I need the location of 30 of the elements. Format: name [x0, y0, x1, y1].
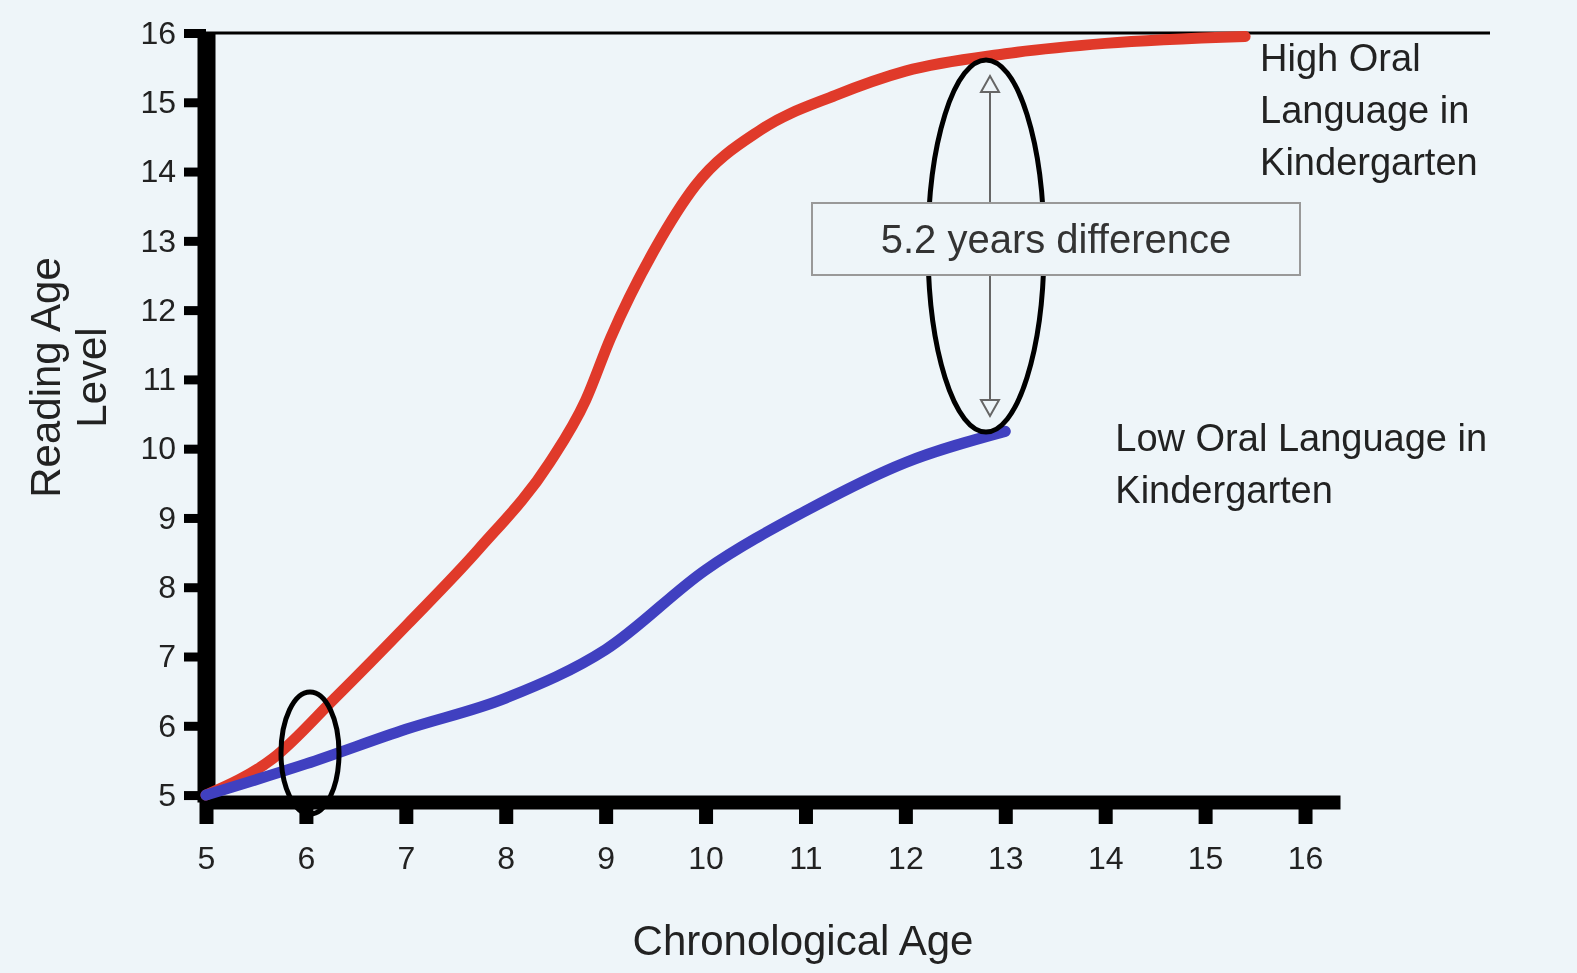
- y-tick-label: 9: [158, 499, 176, 536]
- y-tick-label: 15: [140, 84, 176, 121]
- x-tick-label: 12: [888, 839, 924, 876]
- y-tick-label: 5: [158, 776, 176, 813]
- x-tick-label: 7: [397, 839, 416, 876]
- y-tick-label: 11: [142, 361, 176, 398]
- y-tick-label: 8: [158, 568, 176, 605]
- x-tick-label: 11: [789, 839, 823, 876]
- text: Low Oral Language in Kindergarten: [1115, 417, 1488, 512]
- x-tick-label: 9: [597, 839, 616, 876]
- annotation: 5.2 years difference: [880, 217, 1232, 261]
- x-tick-label: 8: [497, 839, 516, 876]
- y-axis-title: Reading Age Level: [22, 257, 115, 498]
- x-tick-label: 15: [1187, 839, 1224, 876]
- y-tick-label: 14: [140, 153, 176, 190]
- y-tick-label: 16: [140, 14, 176, 51]
- x-tick-label: 16: [1287, 839, 1324, 876]
- y-tick-label: 7: [158, 638, 176, 675]
- series-label: High Oral Language in Kindergarten: [1260, 37, 1478, 184]
- y-tick-label: 10: [140, 430, 176, 467]
- x-tick-label: 14: [1087, 839, 1124, 876]
- y-tick-label: 6: [158, 707, 176, 744]
- y-tick-label: 13: [140, 222, 176, 259]
- y-tick-label: 12: [140, 291, 176, 328]
- x-tick-label: 13: [988, 839, 1024, 876]
- text-box: 5.2 years difference: [811, 202, 1301, 276]
- x-tick-label: 10: [688, 839, 724, 876]
- x-tick-label: 6: [297, 839, 316, 876]
- x-axis-title: Chronological Age: [632, 917, 974, 964]
- x-tick-label: 5: [197, 839, 216, 876]
